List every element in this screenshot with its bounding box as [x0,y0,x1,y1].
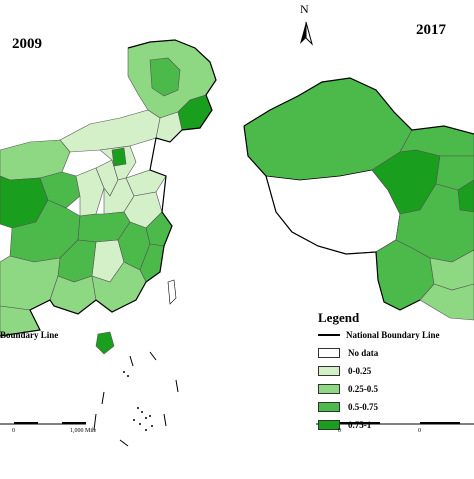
region-taiwan [167,279,177,305]
scale-bar-right [316,422,474,425]
legend-row: 0.5-0.75 [318,400,378,414]
map-2009 [0,39,217,447]
legend-row: No data [318,346,378,360]
legend-swatch [318,420,340,430]
national-boundary-2009 [0,39,217,337]
legend-boundary-row: National Boundary Line [318,328,440,342]
legend-title: Legend [318,310,360,325]
north-label: N [300,2,309,16]
region-heilongjiang-west [149,57,181,97]
legend-swatch [318,348,340,358]
region-inner-mongolia [59,109,161,153]
legend-label: 0.25-0.5 [348,384,378,394]
partial-boundary-label: Boundary Line [0,330,59,340]
region-tibet [265,169,401,255]
legend-swatch [318,402,340,412]
region-hainan [95,331,115,355]
region-beijing [111,147,127,167]
legend-row: 0-0.25 [318,364,371,378]
region-guangxi [49,275,97,315]
south-china-sea-islands [123,371,153,431]
scale-bar-left [0,422,86,425]
legend-label: 0.5-0.75 [348,402,378,412]
legend-swatch [318,384,340,394]
scale-right-zero: 0 [338,428,341,434]
legend-label: No data [348,348,379,358]
year-label-2017: 2017 [416,22,446,38]
year-label-2009: 2009 [12,36,42,52]
legend-row: 0.75-1 [318,418,371,432]
scale-right-mid: 0 [418,428,421,434]
national-boundary-2017 [243,77,474,135]
north-arrow-icon [300,21,313,46]
national-boundary-2017-south [243,125,421,311]
map-2017 [243,77,474,321]
legend-boundary-label: National Boundary Line [346,330,440,340]
scale-left-zero: 0 [12,428,15,434]
legend-label: 0.75-1 [348,420,372,430]
legend-label: 0-0.25 [348,366,372,376]
boundary-line-swatch [318,334,340,336]
legend-row: 0.25-0.5 [318,382,378,396]
south-china-sea-lines [93,351,179,447]
scale-left-max: 1,000 Mile [70,428,97,434]
legend-swatch [318,366,340,376]
